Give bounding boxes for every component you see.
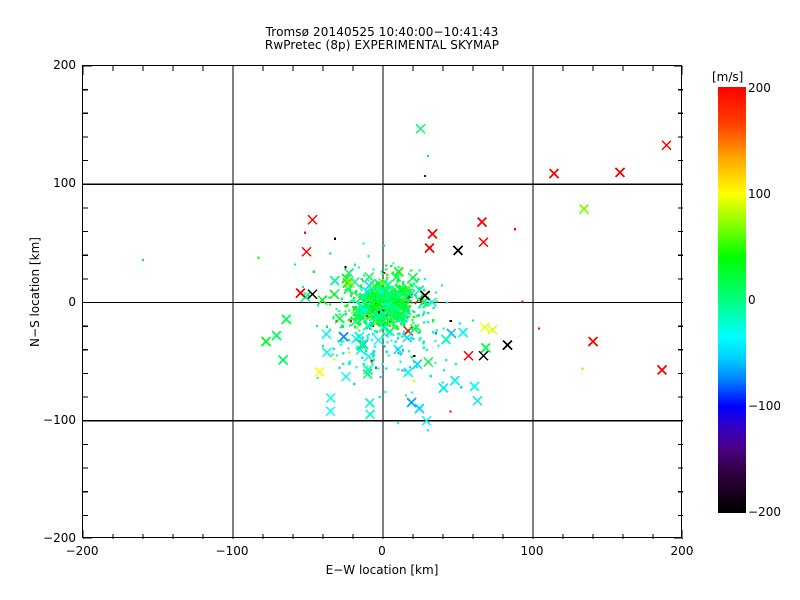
ytick-label-200: 200	[53, 58, 76, 72]
colorbar-tick-0: 0	[748, 293, 756, 307]
title-line-2: RwPretec (8p) EXPERIMENTAL SKYMAP	[264, 38, 500, 52]
plot-area	[82, 65, 683, 539]
plot-title: Tromsø 20140525 10:40:00−10:41:43 RwPret…	[82, 26, 682, 52]
xtick-label-n100: −100	[215, 544, 249, 558]
data-markers	[142, 123, 672, 432]
colorbar	[718, 87, 746, 513]
y-axis-label: N−S location [km]	[28, 237, 42, 347]
ytick-label-0: 0	[68, 295, 76, 309]
colorbar-tick-200: 200	[748, 81, 771, 95]
scatter-plot-svg	[83, 66, 683, 539]
xtick-label-200: 200	[670, 544, 694, 558]
colorbar-tick-100: 100	[748, 187, 771, 201]
axis-ticks	[83, 66, 683, 539]
colorbar-tick-n100: −100	[748, 399, 781, 413]
colorbar-gradient	[718, 87, 746, 513]
ytick-label-n200: −200	[43, 531, 76, 545]
x-axis-label: E−W location [km]	[325, 563, 439, 577]
xtick-label-0: 0	[378, 544, 386, 558]
xtick-label-n200: −200	[65, 544, 99, 558]
colorbar-unit-label: [m/s]	[712, 70, 744, 84]
ytick-label-100: 100	[53, 176, 76, 190]
xtick-label-100: 100	[520, 544, 544, 558]
ytick-label-n100: −100	[43, 413, 76, 427]
colorbar-tick-n200: −200	[748, 505, 781, 519]
title-line-1: Tromsø 20140525 10:40:00−10:41:43	[265, 25, 499, 39]
